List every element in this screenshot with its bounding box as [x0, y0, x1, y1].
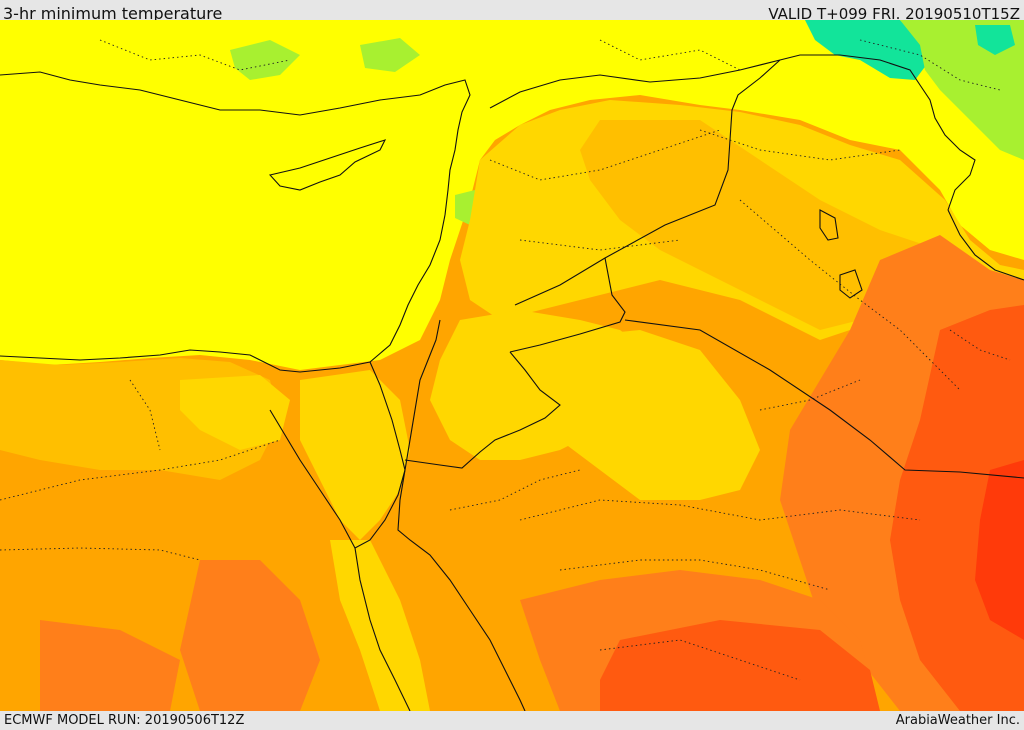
admin-boundary-3 — [699, 129, 901, 161]
coast-levant — [0, 214, 446, 373]
coast-redsea-east — [397, 469, 526, 711]
map-footer: ECMWF MODEL RUN: 20190506T12Z ArabiaWeat… — [0, 711, 1024, 729]
shade-gold-redsea-west — [330, 540, 430, 711]
admin-boundary-5 — [0, 439, 281, 501]
coast-sinai-west — [269, 319, 441, 549]
shade-light-green-north — [230, 40, 300, 80]
coast-turkey-south — [0, 71, 471, 216]
temperature-map[interactable] — [0, 20, 1024, 711]
coast-redsea-west — [354, 547, 411, 711]
mediterranean-sea — [0, 70, 470, 368]
border-syria-iraq — [514, 59, 781, 306]
credit: ArabiaWeather Inc. — [895, 713, 1020, 728]
coast-gulf — [947, 209, 1024, 281]
border-jordan-saudi — [404, 351, 561, 469]
shade-gold-nile-delta — [180, 375, 290, 450]
admin-boundary-15 — [949, 329, 1011, 361]
model-run: ECMWF MODEL RUN: 20190506T12Z — [4, 713, 245, 728]
shade-gold-sinai — [300, 370, 410, 540]
border-turkey-syria — [489, 54, 976, 211]
border-iraq-saudi — [624, 319, 1024, 479]
admin-boundary-10 — [449, 469, 581, 511]
shade-red-east — [975, 460, 1024, 640]
cyprus — [268, 139, 387, 191]
admin-boundary-1 — [489, 129, 721, 181]
shade-light-green-northeast — [900, 20, 1024, 160]
admin-boundary-13 — [99, 39, 291, 71]
map-canvas — [0, 20, 1024, 711]
lake-tigris — [819, 209, 839, 241]
admin-boundary-7 — [519, 499, 921, 521]
map-title: 3-hr minimum temperature — [3, 4, 223, 20]
shade-light-green-north-2 — [360, 38, 420, 72]
admin-boundary-4 — [739, 199, 961, 391]
admin-boundary-11 — [129, 379, 161, 451]
admin-boundary-8 — [559, 559, 831, 591]
border-jordan-iraq-saudi — [509, 257, 626, 353]
admin-boundary-6 — [0, 547, 201, 561]
map-header: 3-hr minimum temperature VALID T+099 FRI… — [0, 0, 1024, 20]
shade-green-northeast — [805, 20, 930, 80]
lake-razazah — [839, 269, 863, 299]
admin-boundary-16 — [759, 379, 861, 411]
shade-dark-orange-egypt-south — [180, 560, 320, 711]
border-egypt-sinai — [369, 361, 406, 471]
shade-red-orange-saudi-south — [600, 620, 880, 711]
shade-light-orange-iraq — [580, 120, 960, 330]
shade-gold-saudi-north — [530, 330, 760, 500]
shade-dark-orange-egypt-southwest — [40, 620, 180, 711]
valid-time: VALID T+099 FRI. 20190510T15Z — [768, 5, 1020, 20]
shade-green-east — [975, 25, 1015, 55]
